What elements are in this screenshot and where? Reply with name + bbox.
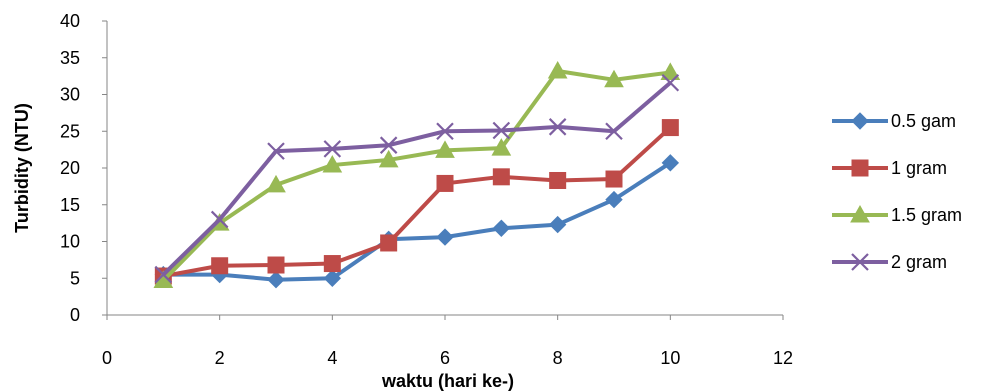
series-line xyxy=(163,161,672,282)
data-point xyxy=(210,210,229,229)
x-tick-labels: 0 2 4 6 8 10 12 xyxy=(102,315,793,368)
legend-marker xyxy=(850,204,870,223)
series-1 xyxy=(154,154,680,289)
x-tick-label: 12 xyxy=(773,348,793,368)
data-point xyxy=(661,119,679,137)
series-line xyxy=(162,126,672,279)
data-point xyxy=(211,257,229,275)
legend-label: 0.5 gam xyxy=(891,111,956,131)
data-point xyxy=(436,122,454,141)
legend-item: 1.5 gram xyxy=(832,204,962,225)
data-point xyxy=(323,269,342,287)
data-point xyxy=(605,170,623,188)
legend-marker xyxy=(851,112,869,130)
x-tick-label: 2 xyxy=(215,348,225,368)
data-point xyxy=(322,155,343,173)
y-tick-label: 0 xyxy=(70,305,80,325)
series-group xyxy=(153,60,681,289)
legend-item: 1 gram xyxy=(832,158,947,178)
legend-marker xyxy=(851,253,869,271)
legend-item: 0.5 gam xyxy=(832,111,956,131)
x-axis-title: waktu (hari ke-) xyxy=(381,371,514,391)
data-point xyxy=(154,265,173,284)
data-point xyxy=(379,136,398,154)
data-point xyxy=(605,122,623,141)
legend-label: 2 gram xyxy=(891,252,947,272)
x-tick-label: 8 xyxy=(553,348,563,368)
y-tick-label: 25 xyxy=(60,121,80,141)
data-point xyxy=(604,69,624,88)
x-tick-label: 10 xyxy=(660,348,680,368)
legend-label: 1 gram xyxy=(891,158,947,178)
y-tick-label: 20 xyxy=(60,158,80,178)
legend-item: 2 gram xyxy=(832,252,947,272)
y-tick-label: 35 xyxy=(60,48,80,68)
y-tick-label: 40 xyxy=(60,11,80,31)
data-point xyxy=(267,256,285,274)
data-point xyxy=(436,228,454,246)
data-point xyxy=(549,171,567,189)
data-point xyxy=(436,174,454,192)
y-axis-title: Turbidity (NTU) xyxy=(12,103,32,233)
x-tick-label: 4 xyxy=(327,348,337,368)
data-point xyxy=(435,140,455,158)
data-point xyxy=(605,190,623,209)
axes xyxy=(106,21,783,316)
series-line xyxy=(161,68,671,282)
data-point xyxy=(380,234,398,252)
data-point xyxy=(548,215,567,234)
legend: 0.5 gam 1 gram 1.5 gram 2 gram xyxy=(832,111,962,272)
series-3 xyxy=(153,60,681,288)
y-tick-labels: 0 5 10 15 20 25 30 35 40 xyxy=(60,11,107,325)
data-point xyxy=(660,62,681,80)
y-tick-label: 30 xyxy=(60,85,80,105)
data-point xyxy=(378,149,399,168)
x-tick-label: 6 xyxy=(440,348,450,368)
data-point xyxy=(548,118,567,136)
data-point xyxy=(492,219,511,237)
data-point xyxy=(491,138,512,156)
data-point xyxy=(267,271,285,289)
y-tick-label: 15 xyxy=(60,195,80,215)
y-tick-label: 5 xyxy=(70,268,80,288)
data-point xyxy=(661,154,680,172)
data-point xyxy=(492,168,510,186)
data-point xyxy=(323,140,342,158)
data-point xyxy=(492,121,511,140)
data-point xyxy=(547,60,568,79)
series-4 xyxy=(154,73,680,284)
legend-marker xyxy=(851,159,869,177)
data-point xyxy=(267,142,285,160)
y-tick-label: 10 xyxy=(60,232,80,252)
data-point xyxy=(661,73,680,92)
legend-label: 1.5 gram xyxy=(891,205,962,225)
x-tick-label: 0 xyxy=(102,348,112,368)
series-line xyxy=(161,81,672,277)
data-point xyxy=(266,174,286,193)
data-point xyxy=(323,255,341,273)
